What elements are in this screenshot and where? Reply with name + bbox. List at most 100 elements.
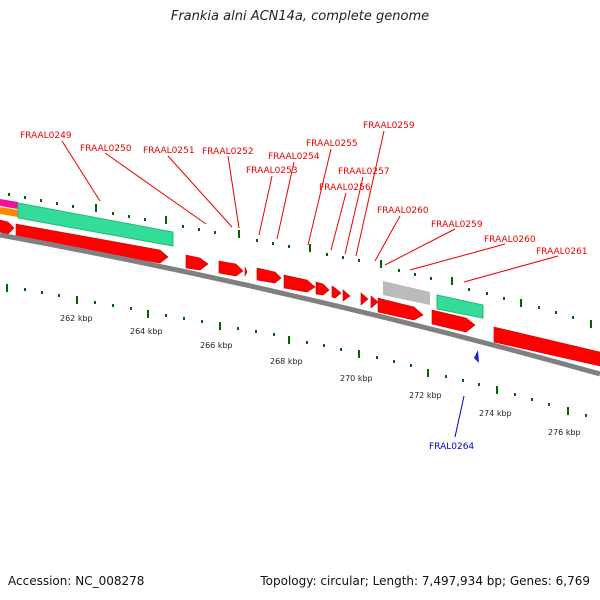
gene-label-fraal0261[interactable]: FRAAL0261	[536, 247, 588, 257]
cds-arrow[interactable]	[185, 254, 209, 271]
cds-arrow[interactable]	[493, 326, 600, 367]
tick-dot	[503, 297, 505, 300]
tick-major	[567, 407, 569, 415]
tick-dot	[326, 253, 328, 256]
tick-dot	[531, 398, 533, 401]
leader-line	[167, 155, 233, 228]
tick-major	[147, 310, 149, 318]
tick-dot	[358, 259, 360, 262]
gene-label-fraal0260-b[interactable]: FRAAL0260	[484, 235, 536, 245]
tick-label-262: 262 kbp	[60, 314, 93, 323]
tick-dot	[56, 202, 58, 205]
gene-label-fral0264[interactable]: FRAL0264	[429, 442, 474, 452]
leader-line	[307, 148, 332, 246]
leader-line	[374, 215, 401, 262]
cds-arrow[interactable]	[244, 266, 248, 277]
tick-major	[238, 230, 240, 238]
gene-label-fraal0249[interactable]: FRAAL0249	[20, 131, 72, 141]
tick-dot	[555, 311, 557, 314]
genome-stats-text: Topology: circular; Length: 7,497,934 bp…	[260, 574, 590, 588]
rna-band-feature-2	[436, 294, 484, 319]
tick-dot	[24, 288, 26, 291]
pseudo-gene-feature	[383, 281, 430, 305]
cds-arrow[interactable]	[370, 295, 379, 309]
tick-dot	[256, 239, 258, 242]
tick-label-272: 272 kbp	[409, 391, 442, 400]
outer-tick-ring	[8, 193, 592, 328]
leader-line-blue	[454, 395, 465, 438]
leader-line	[355, 130, 385, 257]
cds-arrow[interactable]	[377, 297, 424, 321]
leader-line	[258, 175, 273, 236]
cds-arrow[interactable]	[315, 281, 330, 296]
cds-arrow[interactable]	[283, 274, 316, 293]
tick-dot	[165, 314, 167, 317]
tick-dot	[58, 294, 60, 297]
leader-line	[409, 243, 506, 271]
gene-label-fraal0257[interactable]: FRAAL0257	[338, 167, 390, 177]
tick-dot	[538, 306, 540, 309]
tick-dot	[340, 348, 342, 351]
tick-major	[380, 260, 382, 268]
rna-band-feature	[17, 202, 174, 247]
leader-line	[330, 192, 347, 251]
tick-dot	[198, 228, 200, 231]
tick-label-274: 274 kbp	[479, 409, 512, 418]
cds-arrow[interactable]	[218, 260, 244, 277]
cds-arrow[interactable]	[0, 219, 15, 235]
tick-label-276: 276 kbp	[548, 428, 581, 437]
tick-dot	[144, 218, 146, 221]
tick-dot	[40, 199, 42, 202]
gene-label-fraal0254[interactable]: FRAAL0254	[268, 152, 320, 162]
gene-label-fraal0256[interactable]: FRAAL0256	[319, 183, 371, 193]
tick-dot	[8, 193, 10, 196]
tick-dot	[273, 333, 275, 336]
cds-arrow[interactable]	[360, 292, 369, 306]
tick-dot	[514, 393, 516, 396]
cds-arrow[interactable]	[342, 289, 351, 302]
tick-dot	[306, 341, 308, 344]
tick-major	[309, 244, 311, 252]
blue-feature-marker	[474, 350, 479, 363]
gene-label-fraal0259-b[interactable]: FRAAL0259	[431, 220, 483, 230]
tick-dot	[376, 356, 378, 359]
tick-dot	[41, 291, 43, 294]
gene-label-fraal0260[interactable]: FRAAL0260	[377, 206, 429, 216]
tick-dot	[430, 277, 432, 280]
gene-label-fraal0255[interactable]: FRAAL0255	[306, 139, 358, 149]
tick-dot	[214, 231, 216, 234]
tick-dot	[130, 307, 132, 310]
tick-major	[496, 386, 498, 394]
tick-major	[358, 350, 360, 358]
accession-text: Accession: NC_008278	[8, 574, 145, 588]
leader-line	[104, 152, 207, 225]
cds-arrow[interactable]	[331, 285, 342, 299]
map-title: Frankia alni ACN14a, complete genome	[170, 9, 430, 24]
gene-label-fraal0252[interactable]: FRAAL0252	[202, 147, 254, 157]
cds-arrow[interactable]	[431, 309, 476, 333]
tick-dot	[128, 215, 130, 218]
tick-dot	[182, 225, 184, 228]
tick-dot	[112, 304, 114, 307]
tick-major	[520, 299, 522, 307]
tick-dot	[393, 360, 395, 363]
tick-dot	[486, 292, 488, 295]
inner-tick-ring	[6, 284, 587, 417]
cds-arrow[interactable]	[256, 267, 282, 284]
tick-label-264: 264 kbp	[130, 327, 163, 336]
tick-dot	[112, 212, 114, 215]
tick-dot	[445, 375, 447, 378]
tick-major	[590, 320, 592, 328]
tick-major	[95, 204, 97, 212]
gene-label-fraal0250[interactable]: FRAAL0250	[80, 144, 132, 154]
leader-line	[384, 228, 456, 266]
leader-lines	[61, 130, 559, 283]
tick-dot	[255, 330, 257, 333]
gene-label-fraal0253[interactable]: FRAAL0253	[246, 166, 298, 176]
tick-dot	[288, 245, 290, 248]
tick-dot	[462, 379, 464, 382]
gene-label-fraal0259[interactable]: FRAAL0259	[363, 121, 415, 131]
tick-major	[288, 336, 290, 344]
tick-dot	[183, 317, 185, 320]
gene-label-fraal0251[interactable]: FRAAL0251	[143, 146, 195, 156]
